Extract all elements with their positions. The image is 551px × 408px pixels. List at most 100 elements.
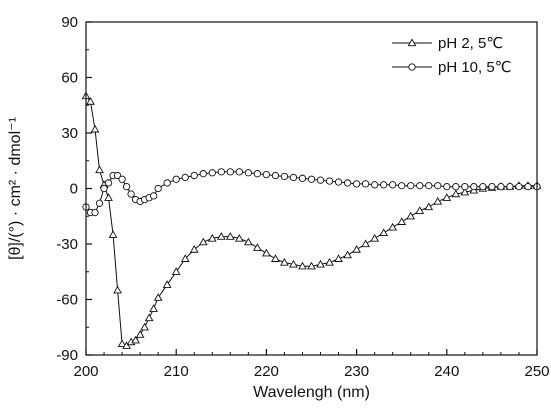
data-point bbox=[122, 182, 131, 191]
data-point bbox=[95, 199, 104, 207]
legend-item: pH 2, 5℃ bbox=[392, 35, 503, 52]
data-point bbox=[343, 179, 352, 187]
data-point bbox=[352, 180, 361, 188]
data-point bbox=[262, 170, 271, 179]
data-point bbox=[100, 184, 108, 193]
data-point bbox=[524, 182, 532, 191]
x-axis-title: Wavelengh (nm) bbox=[253, 384, 370, 401]
x-tick-label: 210 bbox=[164, 363, 189, 380]
data-point bbox=[388, 222, 398, 231]
data-point bbox=[271, 254, 280, 262]
data-point bbox=[334, 254, 343, 262]
y-tick-label: 0 bbox=[70, 181, 78, 198]
data-point bbox=[488, 182, 496, 191]
data-point bbox=[415, 206, 425, 214]
data-point bbox=[243, 237, 253, 246]
data-point bbox=[479, 182, 487, 191]
data-point bbox=[398, 182, 406, 190]
data-point bbox=[289, 173, 298, 182]
data-point bbox=[234, 233, 244, 242]
data-point bbox=[370, 181, 379, 189]
data-point bbox=[497, 182, 505, 191]
data-point bbox=[316, 259, 325, 268]
data-point bbox=[140, 322, 150, 331]
data-point bbox=[86, 97, 95, 105]
legend-item: pH 10, 5℃ bbox=[392, 59, 512, 76]
data-point bbox=[226, 168, 234, 176]
data-point bbox=[225, 232, 235, 240]
data-point bbox=[104, 179, 113, 187]
data-point bbox=[118, 175, 126, 183]
data-point bbox=[361, 239, 370, 248]
data-point bbox=[397, 217, 407, 225]
data-point bbox=[208, 169, 216, 177]
data-point bbox=[244, 169, 253, 177]
data-point bbox=[470, 182, 478, 191]
data-point bbox=[171, 267, 181, 275]
data-point bbox=[298, 174, 307, 182]
data-point bbox=[343, 250, 352, 259]
axes: 200 210 220 230 240 250 -90 -60 -30 0 30 60 90 bbox=[56, 14, 549, 380]
data-point bbox=[416, 182, 424, 190]
data-point bbox=[135, 330, 145, 338]
data-point bbox=[235, 168, 243, 176]
data-point bbox=[370, 233, 380, 242]
y-tick-label: -90 bbox=[56, 347, 78, 364]
data-point bbox=[280, 257, 289, 266]
y-tick-label: -30 bbox=[56, 236, 78, 253]
data-point bbox=[307, 261, 316, 270]
data-point bbox=[95, 165, 104, 174]
data-point bbox=[389, 181, 397, 189]
x-tick-label: 220 bbox=[254, 363, 279, 380]
data-point bbox=[307, 175, 316, 183]
data-point bbox=[442, 193, 452, 201]
data-point bbox=[433, 196, 443, 205]
y-tick-label: 30 bbox=[61, 125, 78, 142]
data-point bbox=[181, 173, 189, 182]
y-axis-title: [θ]/(°) · cm² · dmol⁻¹ bbox=[7, 117, 24, 260]
data-point bbox=[280, 172, 289, 181]
legend: pH 2, 5℃ pH 10, 5℃ bbox=[392, 35, 512, 76]
series-2 bbox=[82, 168, 541, 217]
y-tick-label: 90 bbox=[61, 14, 78, 31]
data-point bbox=[407, 182, 415, 190]
data-point bbox=[460, 187, 470, 196]
data-point bbox=[149, 304, 159, 312]
data-point bbox=[216, 232, 226, 240]
data-point bbox=[325, 257, 334, 266]
data-point bbox=[122, 341, 131, 349]
data-point bbox=[131, 335, 140, 344]
x-tick-label: 230 bbox=[344, 363, 369, 380]
x-tick-label: 240 bbox=[434, 363, 459, 380]
data-point bbox=[262, 248, 271, 257]
data-point bbox=[325, 177, 334, 185]
data-point bbox=[199, 170, 207, 178]
data-point bbox=[379, 228, 389, 237]
x-tick-label: 200 bbox=[73, 363, 98, 380]
data-point bbox=[180, 254, 190, 262]
data-point bbox=[434, 182, 442, 190]
data-point bbox=[515, 182, 523, 191]
y-tick-label: -60 bbox=[56, 292, 78, 309]
data-point bbox=[172, 175, 180, 183]
data-point bbox=[406, 211, 416, 220]
data-point bbox=[289, 259, 298, 268]
legend-marker bbox=[407, 38, 417, 47]
data-point bbox=[162, 280, 172, 288]
data-point bbox=[452, 182, 460, 191]
data-point bbox=[217, 168, 225, 176]
data-point bbox=[361, 180, 370, 188]
data-point bbox=[117, 339, 127, 348]
legend-label: pH 10, 5℃ bbox=[438, 59, 512, 76]
legend-label: pH 2, 5℃ bbox=[438, 35, 503, 52]
plot-area bbox=[81, 91, 542, 349]
data-point bbox=[149, 192, 158, 200]
data-point bbox=[316, 176, 325, 184]
data-point bbox=[104, 193, 113, 201]
data-point bbox=[334, 178, 343, 186]
data-point bbox=[253, 170, 262, 178]
legend-marker bbox=[408, 63, 416, 71]
data-point bbox=[253, 243, 262, 251]
data-point bbox=[352, 245, 361, 253]
